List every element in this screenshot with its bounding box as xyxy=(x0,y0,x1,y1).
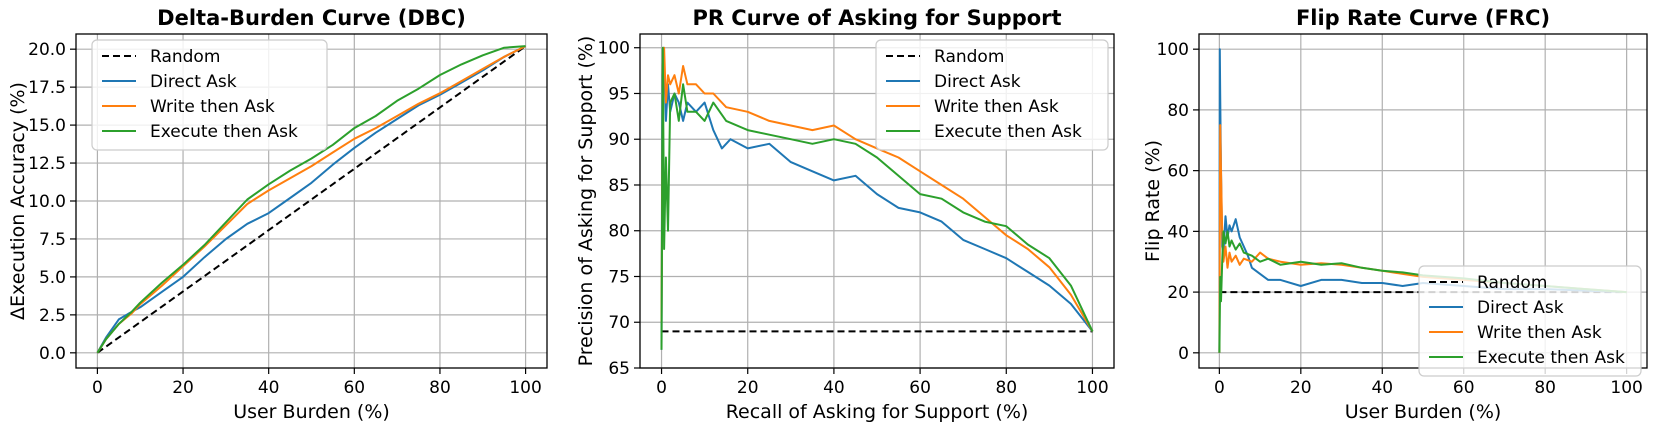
y-tick-label: 5.0 xyxy=(39,268,66,288)
legend-label: Execute then Ask xyxy=(1477,348,1625,368)
chart-title: Delta-Burden Curve (DBC) xyxy=(157,6,466,30)
legend-label: Random xyxy=(150,47,220,67)
y-tick-label: 15.0 xyxy=(28,116,66,136)
y-tick-label: 0.0 xyxy=(39,344,66,364)
x-axis-label: User Burden (%) xyxy=(1345,401,1502,423)
y-tick-label: 0 xyxy=(1178,344,1189,364)
legend-label: Write then Ask xyxy=(934,97,1059,117)
x-tick-label: 80 xyxy=(1534,378,1556,398)
series-line-write-then-ask xyxy=(96,45,527,354)
legend-label: Write then Ask xyxy=(1477,323,1602,343)
series-line-execute-then-ask xyxy=(660,46,1094,350)
legend-label: Direct Ask xyxy=(150,72,237,92)
legend-box xyxy=(1418,265,1642,377)
legend-label: Direct Ask xyxy=(1477,298,1564,318)
y-tick-label: 60 xyxy=(1167,162,1189,182)
x-tick-label: 60 xyxy=(343,378,365,398)
legend-label: Execute then Ask xyxy=(934,122,1082,142)
y-tick-label: 20.0 xyxy=(28,40,66,60)
chart-delta-burden-curve: Delta-Burden Curve (DBC) User Burden (%)… xyxy=(7,6,548,423)
y-axis-label: Flip Rate (%) xyxy=(1142,140,1164,262)
legend: Random Direct Ask Write then Ask Execute th… xyxy=(91,39,328,151)
x-tick-label: 0 xyxy=(1214,378,1225,398)
series-line-execute-then-ask xyxy=(96,45,526,354)
x-tick-label: 100 xyxy=(1076,378,1108,398)
legend-label: Random xyxy=(1477,273,1547,293)
y-tick-label: 2.5 xyxy=(39,306,66,326)
chart-title: PR Curve of Asking for Support xyxy=(692,6,1061,30)
chart-pr-curve: PR Curve of Asking for Support Recall of… xyxy=(575,6,1115,423)
y-tick-label: 40 xyxy=(1167,222,1189,242)
x-tick-label: 80 xyxy=(995,378,1017,398)
y-tick-label: 12.5 xyxy=(28,154,66,174)
series-line-direct-ask xyxy=(96,45,527,354)
y-tick-label: 100 xyxy=(598,39,630,59)
x-tick-label: 20 xyxy=(172,378,194,398)
y-tick-label: 80 xyxy=(608,222,630,242)
y-tick-label: 17.5 xyxy=(28,78,66,98)
legend-label: Execute then Ask xyxy=(150,122,298,142)
chart-flip-rate-curve: Flip Rate Curve (FRC) User Burden (%) Fl… xyxy=(1142,6,1648,423)
legend: Random Direct Ask Write then Ask Execute th… xyxy=(875,39,1109,151)
legend-label: Direct Ask xyxy=(934,72,1021,92)
x-axis-label: User Burden (%) xyxy=(233,401,390,423)
y-axis-label: Precision of Asking for Support (%) xyxy=(575,36,597,367)
y-axis-label: ΔExecution Accuracy (%) xyxy=(7,82,29,320)
series-line-write-then-ask xyxy=(660,46,1094,332)
x-tick-label: 60 xyxy=(1453,378,1475,398)
y-tick-label: 80 xyxy=(1167,101,1189,121)
y-tick-label: 70 xyxy=(608,313,630,333)
x-tick-label: 20 xyxy=(737,378,759,398)
x-tick-label: 60 xyxy=(909,378,931,398)
legend-box xyxy=(875,39,1109,151)
y-tick-label: 20 xyxy=(1167,283,1189,303)
x-tick-label: 40 xyxy=(823,378,845,398)
x-tick-label: 20 xyxy=(1290,378,1312,398)
legend: Random Direct Ask Write then Ask Execute th… xyxy=(1418,265,1642,377)
x-tick-label: 40 xyxy=(258,378,280,398)
plot-frame xyxy=(75,33,548,369)
x-tick-label: 100 xyxy=(1610,378,1642,398)
x-tick-label: 0 xyxy=(92,378,103,398)
y-tick-label: 90 xyxy=(608,130,630,150)
y-tick-label: 75 xyxy=(608,267,630,287)
x-tick-label: 0 xyxy=(656,378,667,398)
x-tick-label: 40 xyxy=(1371,378,1393,398)
y-tick-label: 95 xyxy=(608,84,630,104)
legend-label: Write then Ask xyxy=(150,97,275,117)
plot-frame xyxy=(639,33,1115,369)
y-tick-label: 100 xyxy=(1157,40,1189,60)
x-axis-label: Recall of Asking for Support (%) xyxy=(726,401,1029,423)
y-tick-label: 10.0 xyxy=(28,192,66,212)
x-tick-label: 80 xyxy=(429,378,451,398)
x-tick-label: 100 xyxy=(509,378,541,398)
chart-title: Flip Rate Curve (FRC) xyxy=(1296,6,1550,30)
y-tick-label: 65 xyxy=(608,359,630,379)
legend-box xyxy=(91,39,328,151)
y-tick-label: 7.5 xyxy=(39,230,66,250)
y-tick-label: 85 xyxy=(608,176,630,196)
legend-label: Random xyxy=(934,47,1004,67)
